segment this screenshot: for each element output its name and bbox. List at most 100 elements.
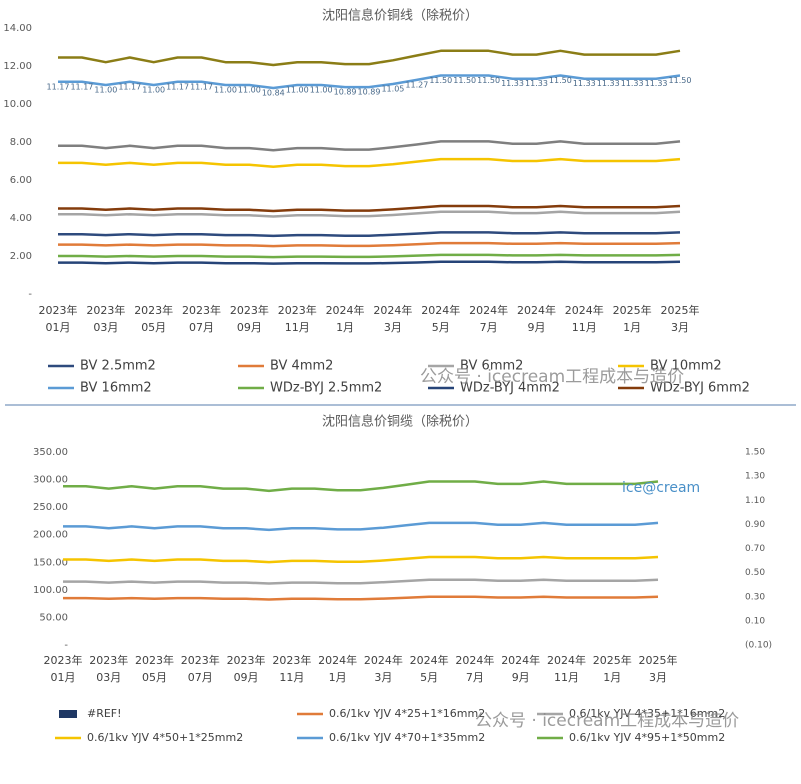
data-label: 11.50	[453, 76, 476, 85]
x-tick-label: 2024年 11月	[564, 304, 604, 334]
x-tick-label: 2024年 9月	[501, 654, 541, 684]
series-line	[58, 140, 681, 152]
data-label: 11.17	[166, 82, 189, 91]
data-label: 10.84	[262, 89, 285, 98]
y-tick-label: 14.00	[3, 23, 32, 34]
data-label: 11.17	[190, 82, 213, 91]
legend-label: WDz-BYJ 6mm2	[650, 381, 750, 396]
data-label: 11.05	[381, 85, 404, 94]
x-tick-label: 2025年 3月	[638, 654, 678, 684]
legend-label: WDz-BYJ 4mm2	[460, 381, 560, 396]
x-tick-label: 2024年 3月	[363, 654, 403, 684]
y2-tick-label: (0.10)	[745, 641, 772, 651]
data-label: 11.33	[597, 79, 620, 88]
x-tick-label: 2024年 5月	[409, 654, 449, 684]
legend-label: BV 16mm2	[80, 381, 152, 396]
x-tick-label: 2024年 7月	[469, 304, 509, 334]
y2-tick-label: 0.70	[745, 544, 765, 554]
series-line	[58, 231, 681, 238]
y-tick-label: 2.00	[10, 251, 32, 262]
legend-label: #REF!	[87, 707, 122, 720]
data-label: 11.50	[477, 76, 500, 85]
legend-swatch	[59, 710, 77, 718]
y-tick-label: 4.00	[10, 213, 32, 224]
data-label: 11.33	[525, 79, 548, 88]
data-label: 10.89	[334, 88, 357, 97]
data-label: 11.00	[310, 86, 333, 95]
y-tick-label: 50.00	[39, 612, 68, 623]
x-tick-label: 2024年 3月	[373, 304, 413, 334]
watermark: 公众号 · icecream工程成本与造价	[475, 711, 739, 731]
x-tick-label: 2023年 05月	[135, 654, 175, 684]
series-line	[63, 480, 659, 493]
data-label: 11.17	[118, 82, 141, 91]
y2-tick-label: 0.30	[745, 592, 765, 602]
y-tick-label: 350.00	[33, 447, 68, 458]
legend-label: WDz-BYJ 2.5mm2	[270, 381, 382, 396]
series-line	[63, 578, 659, 585]
x-tick-label: 2025年 1月	[612, 304, 652, 334]
y2-tick-label: 1.50	[745, 448, 765, 458]
legend-label: 0.6/1kv YJV 4*35+1*16mm2	[569, 707, 725, 720]
legend-label: 0.6/1kv YJV 4*50+1*25mm2	[87, 731, 243, 744]
y-tick-label: -	[64, 640, 68, 651]
x-tick-label: 2023年 09月	[226, 654, 266, 684]
data-label: 11.50	[669, 76, 692, 85]
data-label: 11.00	[286, 86, 309, 95]
series-line	[58, 204, 681, 213]
y-tick-label: 12.00	[3, 61, 32, 72]
legend-label: 0.6/1kv YJV 4*95+1*50mm2	[569, 731, 725, 744]
series-line	[58, 241, 681, 248]
legend-label: BV 4mm2	[270, 359, 333, 374]
series-line	[58, 260, 681, 265]
data-label: 11.00	[142, 86, 165, 95]
legend-label: BV 10mm2	[650, 359, 722, 374]
y-tick-label: 6.00	[10, 175, 32, 186]
x-tick-label: 2023年 09月	[229, 304, 269, 334]
series-line	[63, 521, 659, 532]
x-tick-label: 2024年 11月	[546, 654, 586, 684]
y-tick-label: 150.00	[33, 557, 68, 568]
chart-title: 沈阳信息价铜线（除税价）	[322, 8, 478, 24]
series-line	[58, 157, 681, 168]
x-tick-label: 2024年 1月	[318, 654, 358, 684]
series-line	[63, 555, 659, 564]
x-tick-label: 2024年 5月	[421, 304, 461, 334]
series-line	[58, 49, 681, 67]
y-tick-label: 250.00	[33, 502, 68, 513]
x-tick-label: 2025年 3月	[660, 304, 700, 334]
y-tick-label: 200.00	[33, 530, 68, 541]
series-line	[58, 210, 681, 218]
data-label: 10.89	[358, 88, 381, 97]
x-tick-label: 2023年 01月	[38, 304, 78, 334]
y2-tick-label: 1.10	[745, 496, 765, 506]
data-label: 11.33	[621, 79, 644, 88]
x-tick-label: 2023年 11月	[277, 304, 317, 334]
data-label: 11.17	[70, 82, 93, 91]
data-label: 11.33	[573, 79, 596, 88]
y-tick-label: 100.00	[33, 585, 68, 596]
data-label: 11.17	[47, 82, 70, 91]
y2-tick-label: 0.50	[745, 568, 765, 578]
x-tick-label: 2025年 1月	[592, 654, 632, 684]
series-line	[63, 595, 659, 601]
x-tick-label: 2024年 9月	[516, 304, 556, 334]
watermark: 公众号 · icecream工程成本与造价	[420, 367, 684, 387]
data-label: 11.50	[549, 76, 572, 85]
x-tick-label: 2024年 7月	[455, 654, 495, 684]
legend-label: BV 6mm2	[460, 359, 523, 374]
y2-tick-label: 0.10	[745, 616, 765, 626]
x-tick-label: 2023年 07月	[180, 654, 220, 684]
legend-label: BV 2.5mm2	[80, 359, 156, 374]
y-tick-label: 10.00	[3, 99, 32, 110]
data-label: 11.50	[429, 76, 452, 85]
data-label: 11.33	[501, 79, 524, 88]
legend-label: 0.6/1kv YJV 4*25+1*16mm2	[329, 707, 485, 720]
data-label: 11.00	[94, 86, 117, 95]
chart-title: 沈阳信息价铜缆（除税价）	[322, 414, 478, 430]
series-line	[58, 253, 681, 259]
annotation: ice@cream	[622, 480, 700, 496]
y-tick-label: 8.00	[10, 137, 32, 148]
